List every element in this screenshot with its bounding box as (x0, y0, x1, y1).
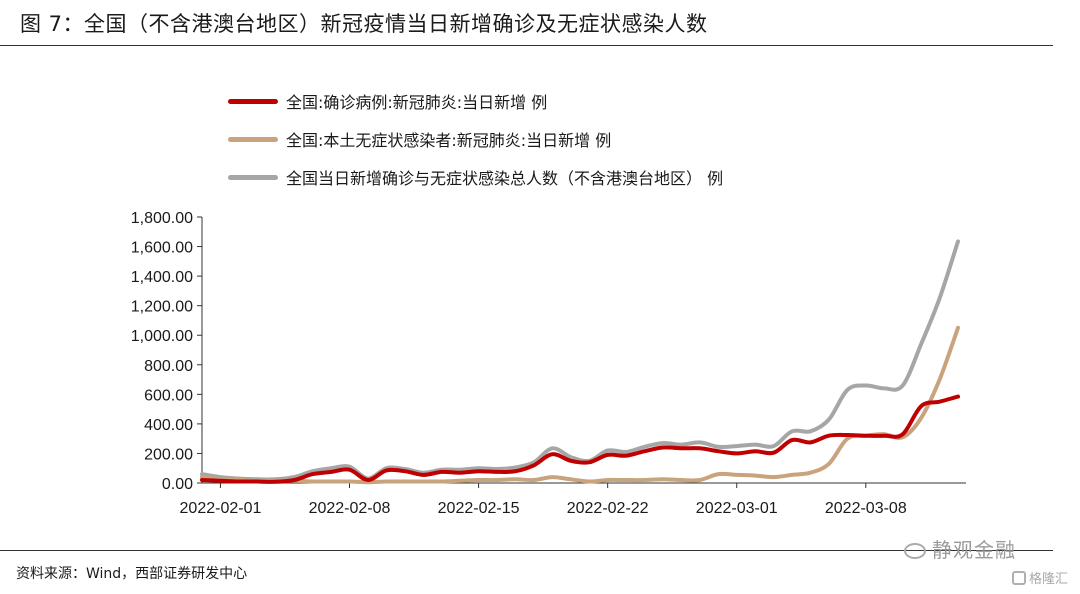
legend-label-asymptomatic: 全国:本土无症状感染者:新冠肺炎:当日新增 例 (286, 131, 612, 150)
y-tick-label: 0.00 (162, 476, 193, 493)
x-tick-label: 2022-03-08 (825, 500, 907, 517)
watermark-brand: 格隆汇 (1012, 568, 1068, 587)
legend-swatch-total (228, 174, 278, 180)
series-line-asymptomatic (200, 325, 960, 485)
source-note: 资料来源：Wind，西部证券研发中心 (16, 566, 248, 582)
legend-item-asymptomatic: 全国:本土无症状感染者:新冠肺炎:当日新增 例 (228, 120, 723, 158)
legend-swatch-confirmed (228, 98, 278, 104)
x-tick-label: 2022-02-22 (567, 500, 649, 517)
x-tick-label: 2022-02-08 (309, 500, 391, 517)
y-tick-label: 400.00 (144, 417, 193, 434)
series-line-total (200, 239, 960, 482)
y-tick-label: 1,200.00 (131, 299, 193, 316)
y-tick-label: 1,800.00 (131, 210, 193, 227)
legend-item-total: 全国当日新增确诊与无症状感染总人数（不含港澳台地区） 例 (228, 158, 723, 196)
y-tick-label: 600.00 (144, 387, 193, 404)
x-tick-label: 2022-02-01 (180, 500, 262, 517)
y-tick-label: 200.00 (144, 446, 193, 463)
watermark-channel: 静观金融 (904, 534, 1016, 563)
legend-label-total: 全国当日新增确诊与无症状感染总人数（不含港澳台地区） 例 (286, 169, 724, 188)
gelonghui-logo-icon (1012, 571, 1026, 585)
chart-legend: 全国:确诊病例:新冠肺炎:当日新增 例 全国:本土无症状感染者:新冠肺炎:当日新… (228, 82, 723, 196)
y-tick-label: 1,600.00 (131, 240, 193, 257)
series-line-confirmed (200, 394, 960, 484)
legend-swatch-asymptomatic (228, 136, 278, 142)
watermark-brand-text: 格隆汇 (1029, 572, 1069, 587)
x-tick-label: 2022-02-15 (438, 500, 520, 517)
wechat-icon (904, 543, 926, 559)
y-tick-label: 1,400.00 (131, 269, 193, 286)
figure-title: 图 7：全国（不含港澳台地区）新冠疫情当日新增确诊及无症状感染人数 (20, 12, 708, 36)
x-tick-label: 2022-03-01 (696, 500, 778, 517)
y-tick-label: 1,000.00 (131, 328, 193, 345)
top-rule (0, 45, 1053, 46)
legend-label-confirmed: 全国:确诊病例:新冠肺炎:当日新增 例 (286, 93, 548, 112)
legend-item-confirmed: 全国:确诊病例:新冠肺炎:当日新增 例 (228, 82, 723, 120)
y-tick-label: 800.00 (144, 358, 193, 375)
bottom-rule (0, 550, 1053, 551)
watermark-channel-text: 静观金融 (932, 538, 1016, 562)
